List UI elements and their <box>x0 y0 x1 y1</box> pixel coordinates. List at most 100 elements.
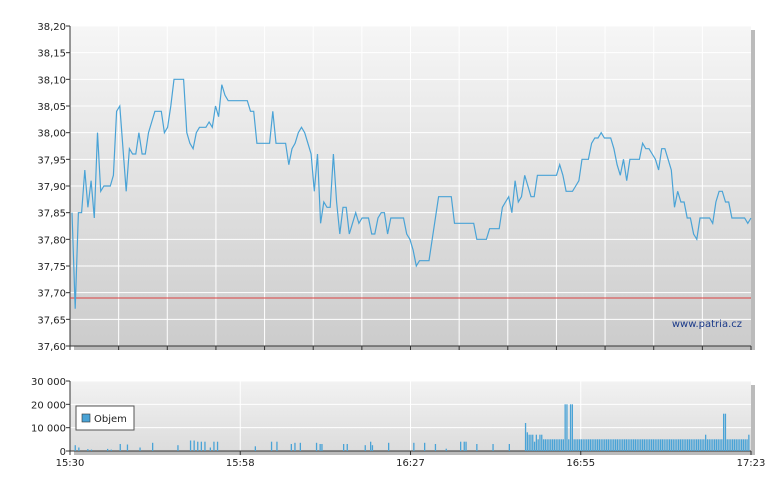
volume-bar <box>647 439 649 451</box>
volume-bar <box>733 439 736 451</box>
volume-bar <box>739 439 741 451</box>
volume-bar <box>690 439 692 451</box>
volume-bar <box>254 446 256 451</box>
volume-bar <box>694 439 696 451</box>
volume-x-tick-label: 17:23 <box>737 458 766 469</box>
volume-bar <box>652 439 654 451</box>
price-plot-shadow <box>751 30 755 350</box>
volume-bar <box>539 434 541 451</box>
volume-x-tick-labels: 15:30 15:58 16:27 16:55 17:23 <box>56 451 766 469</box>
volume-bar <box>555 439 557 451</box>
volume-bar <box>748 434 750 451</box>
volume-bar <box>388 442 390 451</box>
volume-bar <box>476 444 478 451</box>
volume-bar <box>717 439 719 451</box>
volume-bar <box>139 447 141 451</box>
volume-bar <box>645 439 647 451</box>
volume-bar <box>189 440 192 451</box>
price-y-tick-label: 37,90 <box>37 182 66 193</box>
volume-bar <box>685 439 687 451</box>
volume-bar <box>672 439 674 451</box>
volume-bar <box>638 439 640 451</box>
volume-bar <box>697 439 700 451</box>
volume-bar <box>726 439 728 451</box>
volume-bar <box>632 439 635 451</box>
volume-bar <box>640 439 642 451</box>
volume-x-tick-label: 15:30 <box>56 458 85 469</box>
volume-bar <box>541 434 543 451</box>
volume-bar <box>528 434 530 451</box>
price-plot-shadow-bottom <box>74 346 755 350</box>
price-y-tick-label: 38,05 <box>37 102 66 113</box>
volume-bar <box>710 439 712 451</box>
volume-bar <box>622 439 624 451</box>
volume-bar <box>200 441 202 451</box>
volume-x-tick-label: 16:27 <box>396 458 425 469</box>
volume-bar <box>679 439 682 451</box>
volume-bar <box>593 439 595 451</box>
volume-bar <box>290 444 292 451</box>
volume-bar <box>737 439 739 451</box>
volume-bar <box>524 423 527 451</box>
volume-bar <box>721 439 723 451</box>
price-y-tick-label: 38,10 <box>37 75 66 86</box>
volume-bar <box>74 445 76 451</box>
volume-bar <box>650 439 653 451</box>
volume-bar <box>119 444 121 451</box>
volume-bar <box>580 439 582 451</box>
volume-bar <box>656 439 658 451</box>
volume-bar <box>746 439 748 451</box>
volume-bar <box>676 439 678 451</box>
volume-bar <box>607 439 609 451</box>
volume-bar <box>670 439 673 451</box>
volume-bar <box>553 439 555 451</box>
volume-bar <box>526 432 528 451</box>
volume-bar <box>564 404 566 451</box>
price-y-tick-label: 37,60 <box>37 342 66 353</box>
volume-bar <box>294 442 296 451</box>
volume-bar <box>571 404 573 451</box>
price-series-line <box>71 78 752 309</box>
volume-bar <box>424 442 426 451</box>
volume-bar <box>193 440 195 451</box>
volume-bar <box>589 439 591 451</box>
volume-bar <box>584 439 586 451</box>
volume-bar <box>548 439 550 451</box>
volume-bar <box>681 439 683 451</box>
volume-bar <box>276 441 278 451</box>
price-y-tick-label: 38,20 <box>37 22 66 33</box>
volume-bar <box>683 439 685 451</box>
volume-bar <box>343 444 345 451</box>
volume-bar <box>270 441 273 451</box>
volume-bar <box>712 439 714 451</box>
volume-y-tick-label: 10 000 <box>31 424 66 435</box>
volume-bar <box>587 439 590 451</box>
volume-bar <box>741 439 743 451</box>
volume-x-tick-label: 15:58 <box>226 458 255 469</box>
volume-bar <box>533 441 536 451</box>
volume-bar <box>197 441 199 451</box>
price-y-tick-label: 37,75 <box>37 262 66 273</box>
volume-bar <box>569 404 572 451</box>
volume-bar <box>566 404 568 451</box>
volume-bar <box>177 445 179 451</box>
volume-bar <box>732 439 734 451</box>
volume-bar <box>636 439 638 451</box>
volume-bar <box>596 439 599 451</box>
volume-bar <box>557 439 559 451</box>
volume-bar <box>213 441 215 451</box>
volume-bar <box>699 439 701 451</box>
volume-bar <box>723 413 725 451</box>
volume-bar <box>706 439 709 451</box>
volume-bar <box>87 449 89 451</box>
volume-bar <box>562 439 564 451</box>
volume-bar <box>665 439 667 451</box>
volume-bar <box>719 439 721 451</box>
volume-bar <box>631 439 633 451</box>
volume-bar <box>546 439 548 451</box>
volume-bar <box>728 439 730 451</box>
volume-bar <box>578 439 581 451</box>
volume-bar <box>703 439 705 451</box>
volume-bar <box>568 439 570 451</box>
volume-bar <box>602 439 604 451</box>
